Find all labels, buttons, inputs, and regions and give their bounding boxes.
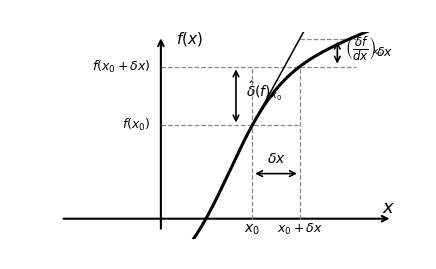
Text: $x_0+\delta x$: $x_0+\delta x$ <box>277 222 323 238</box>
Text: $\hat{\delta}(f)_{x_0}$: $\hat{\delta}(f)_{x_0}$ <box>246 80 282 103</box>
Text: $\left(\dfrac{\delta f}{dx}\right)_{\!\!x_0}$: $\left(\dfrac{\delta f}{dx}\right)_{\!\!… <box>345 36 383 63</box>
Text: $f(x_0)$: $f(x_0)$ <box>123 117 151 133</box>
Text: $f(x_0+\delta x)$: $f(x_0+\delta x)$ <box>92 58 151 75</box>
Text: $x_0$: $x_0$ <box>244 223 260 237</box>
Text: $f(x)$: $f(x)$ <box>176 30 203 48</box>
Text: $x$: $x$ <box>382 199 395 217</box>
Text: $\delta x$: $\delta x$ <box>376 46 393 59</box>
Text: $\delta x$: $\delta x$ <box>266 152 286 166</box>
